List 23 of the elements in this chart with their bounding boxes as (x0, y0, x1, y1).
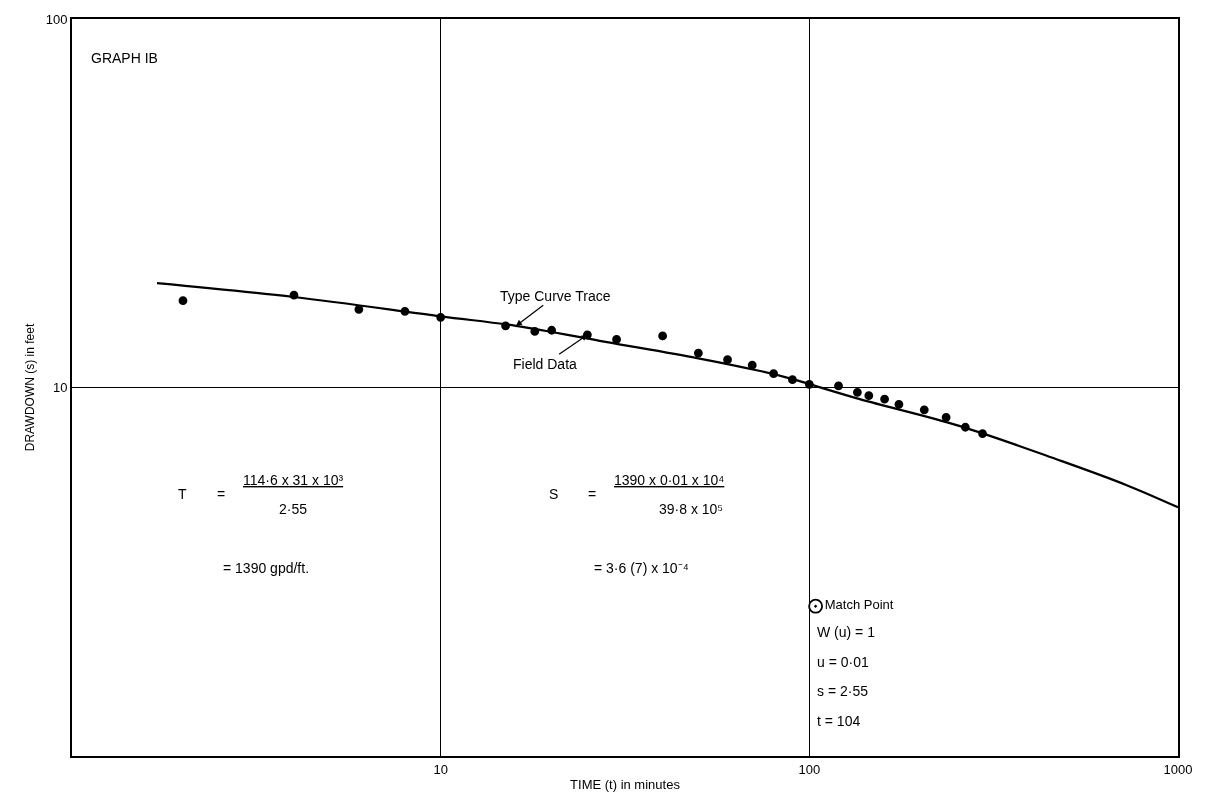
annotation: = (217, 486, 226, 502)
text: GRAPH IB (91, 50, 158, 66)
x-tick-label: 10 (433, 761, 448, 777)
annotation: S (549, 486, 559, 502)
annotation: 1390 x 0·01 x 10⁴ (614, 472, 725, 488)
annotation: Type Curve Trace (500, 288, 611, 304)
annotation: s = 2·55 (817, 683, 869, 699)
annotation: Field Data (513, 356, 578, 372)
annotation: = 1390 gpd/ft. (223, 560, 310, 576)
annotation: u = 0·01 (817, 654, 869, 670)
annotation: T (178, 486, 187, 502)
annotation: = 3·6 (7) x 10⁻⁴ (594, 560, 689, 576)
annotation: 2·55 (279, 501, 308, 517)
x-tick-label: 1000 (1163, 761, 1193, 777)
annotation: 114·6 x 31 x 10³ (243, 472, 344, 488)
series-label: Match Point (824, 597, 894, 613)
annotation: t = 104 (817, 713, 861, 729)
x-axis-title: TIME (t) in minutes (570, 776, 681, 792)
x-tick-label: 100 (798, 761, 821, 777)
annotation: W (u) = 1 (817, 624, 876, 640)
annotation: 39·8 x 10⁵ (659, 501, 724, 517)
y-axis-title: DRAWDOWN (s) in feet (23, 323, 38, 452)
annotation: = (588, 486, 597, 502)
